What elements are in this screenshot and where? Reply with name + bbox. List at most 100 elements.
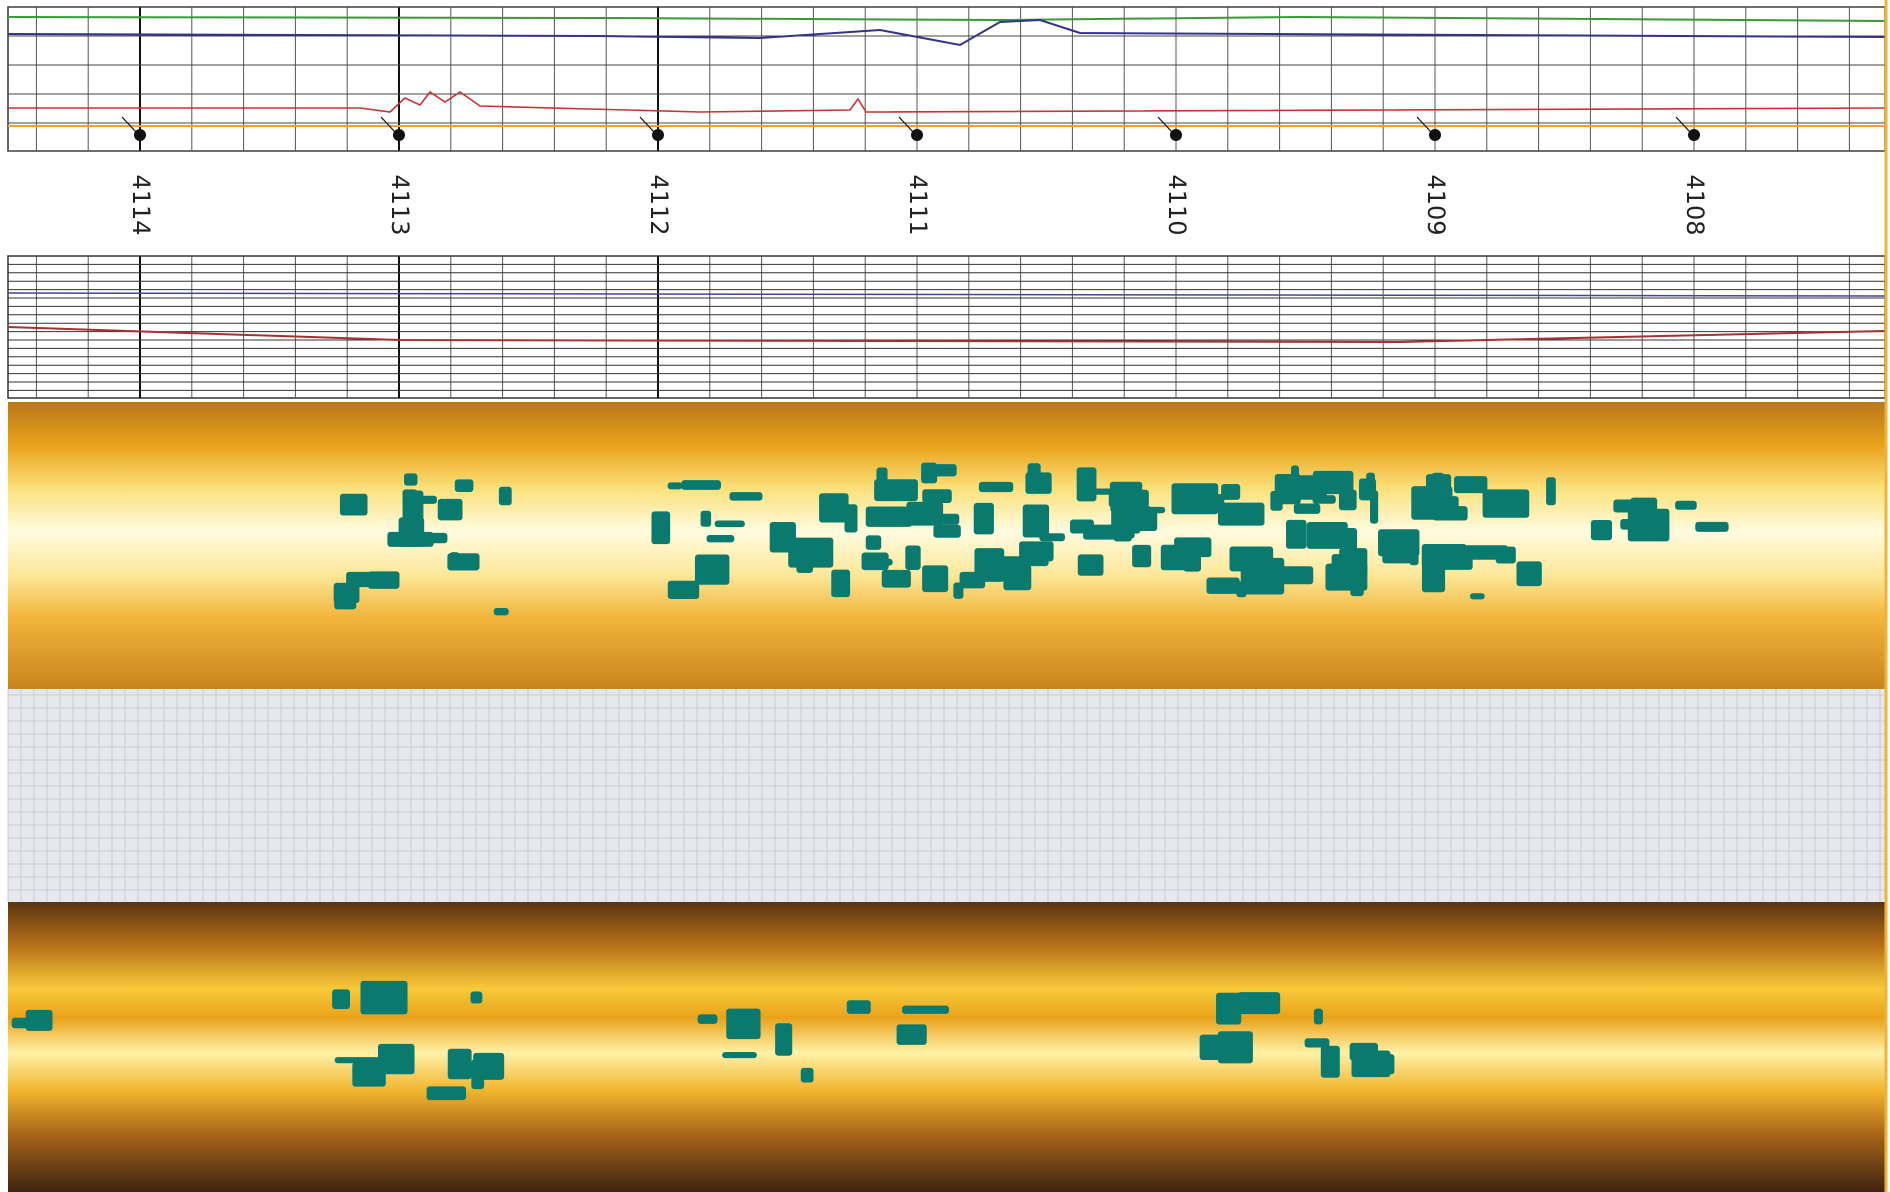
teal-patch (866, 507, 912, 527)
teal-patch (334, 594, 356, 610)
teal-patch (707, 535, 735, 542)
teal-patch (1314, 1009, 1323, 1025)
teal-patch (1110, 482, 1142, 499)
teal-patch (499, 487, 512, 505)
teal-patch (1132, 545, 1151, 567)
teal-patch (1454, 476, 1487, 493)
teal-patch (1321, 1046, 1340, 1078)
teal-patch (1218, 1031, 1253, 1063)
teal-patch (1546, 477, 1556, 505)
depth-marker (652, 129, 664, 141)
depth-label: 4112 (645, 174, 673, 235)
teal-patch (1114, 522, 1132, 541)
teal-patch (922, 565, 948, 592)
depth-marker (911, 129, 923, 141)
depth-label: 4109 (1422, 174, 1450, 235)
teal-patch (681, 480, 721, 490)
teal-patch (1470, 593, 1485, 599)
teal-patch (770, 522, 796, 552)
teal-patch (399, 517, 425, 546)
teal-patch (918, 514, 959, 525)
teal-patch (668, 581, 699, 599)
teal-patch (831, 570, 850, 597)
teal-patch (902, 1006, 949, 1014)
teal-patch (933, 525, 960, 538)
teal-patch (1378, 529, 1419, 556)
page: 4114411341124111411041094108 (() => { co… (0, 0, 1890, 1192)
teal-patch (874, 479, 918, 501)
curve-track (8, 7, 1885, 151)
teal-patch (1216, 993, 1241, 1025)
teal-patch (715, 521, 745, 528)
teal-patch (1291, 465, 1299, 485)
teal-patch (882, 570, 911, 588)
teal-patch (1352, 1054, 1394, 1074)
teal-patch (1422, 560, 1445, 592)
teal-patch (332, 989, 350, 1009)
teal-patch (1242, 558, 1285, 576)
teal-patch (722, 1052, 757, 1058)
track-frame (8, 7, 1885, 151)
teal-patch (866, 535, 881, 550)
teal-patch (847, 1000, 871, 1014)
depth-marker (393, 129, 405, 141)
teal-patch (1077, 467, 1097, 501)
teal-patch (922, 489, 951, 503)
teal-patch (448, 1049, 472, 1079)
track-frame (8, 256, 1885, 398)
well-log: 4114 4113 4112 4111 4110 4109 4108 (0, 0, 1890, 1192)
teal-patch (427, 1086, 466, 1100)
teal-patch (335, 1057, 382, 1063)
teal-patch (1021, 548, 1049, 566)
depth-label: 4114 (127, 174, 155, 235)
teal-patch (1313, 495, 1336, 504)
teal-patch (340, 494, 368, 516)
teal-patch (12, 1018, 49, 1028)
teal-patch (406, 491, 424, 522)
teal-patch (1028, 463, 1041, 489)
teal-patch (449, 552, 459, 570)
depth-label: 4108 (1681, 174, 1709, 235)
teal-patch (726, 1009, 760, 1039)
depth-label: 4113 (386, 174, 414, 235)
teal-patch (897, 1024, 927, 1044)
teal-patch (932, 464, 956, 476)
teal-patch (1294, 503, 1321, 513)
teal-patch (438, 499, 463, 520)
teal-patch (1215, 578, 1239, 591)
teal-patch (775, 1023, 792, 1055)
teal-patch (470, 992, 482, 1004)
teal-patch (668, 482, 683, 489)
teal-patch (801, 1068, 814, 1083)
teal-patch (1039, 533, 1065, 541)
teal-patch (701, 511, 712, 527)
teal-patch (819, 493, 848, 522)
teal-patch (1628, 509, 1670, 542)
teal-patch (1359, 478, 1376, 500)
teal-patch (1210, 506, 1256, 512)
teal-patch (1281, 566, 1314, 584)
depth-label: 4111 (904, 174, 932, 235)
teal-patch (974, 503, 994, 534)
teal-patch (1183, 539, 1201, 572)
teal-patch (1339, 490, 1357, 511)
teal-patch (360, 981, 407, 1015)
teal-patch (378, 1044, 415, 1074)
teal-patch (871, 559, 892, 566)
depth-marker (1170, 129, 1182, 141)
resistivity-track (8, 256, 1885, 398)
depth-marker (1429, 129, 1441, 141)
teal-patch (1411, 486, 1452, 520)
teal-patch (1675, 501, 1697, 510)
teal-patch (1238, 992, 1280, 1014)
teal-patch (905, 546, 920, 570)
teal-patch (953, 582, 963, 598)
teal-patch (404, 473, 417, 485)
depth-label: 4110 (1163, 174, 1191, 235)
teal-patch (1516, 561, 1541, 586)
teal-patch (651, 511, 670, 544)
teal-patch (698, 1014, 718, 1023)
teal-patch (455, 479, 474, 492)
depth-marker (1688, 129, 1700, 141)
teal-patch (1591, 520, 1612, 540)
